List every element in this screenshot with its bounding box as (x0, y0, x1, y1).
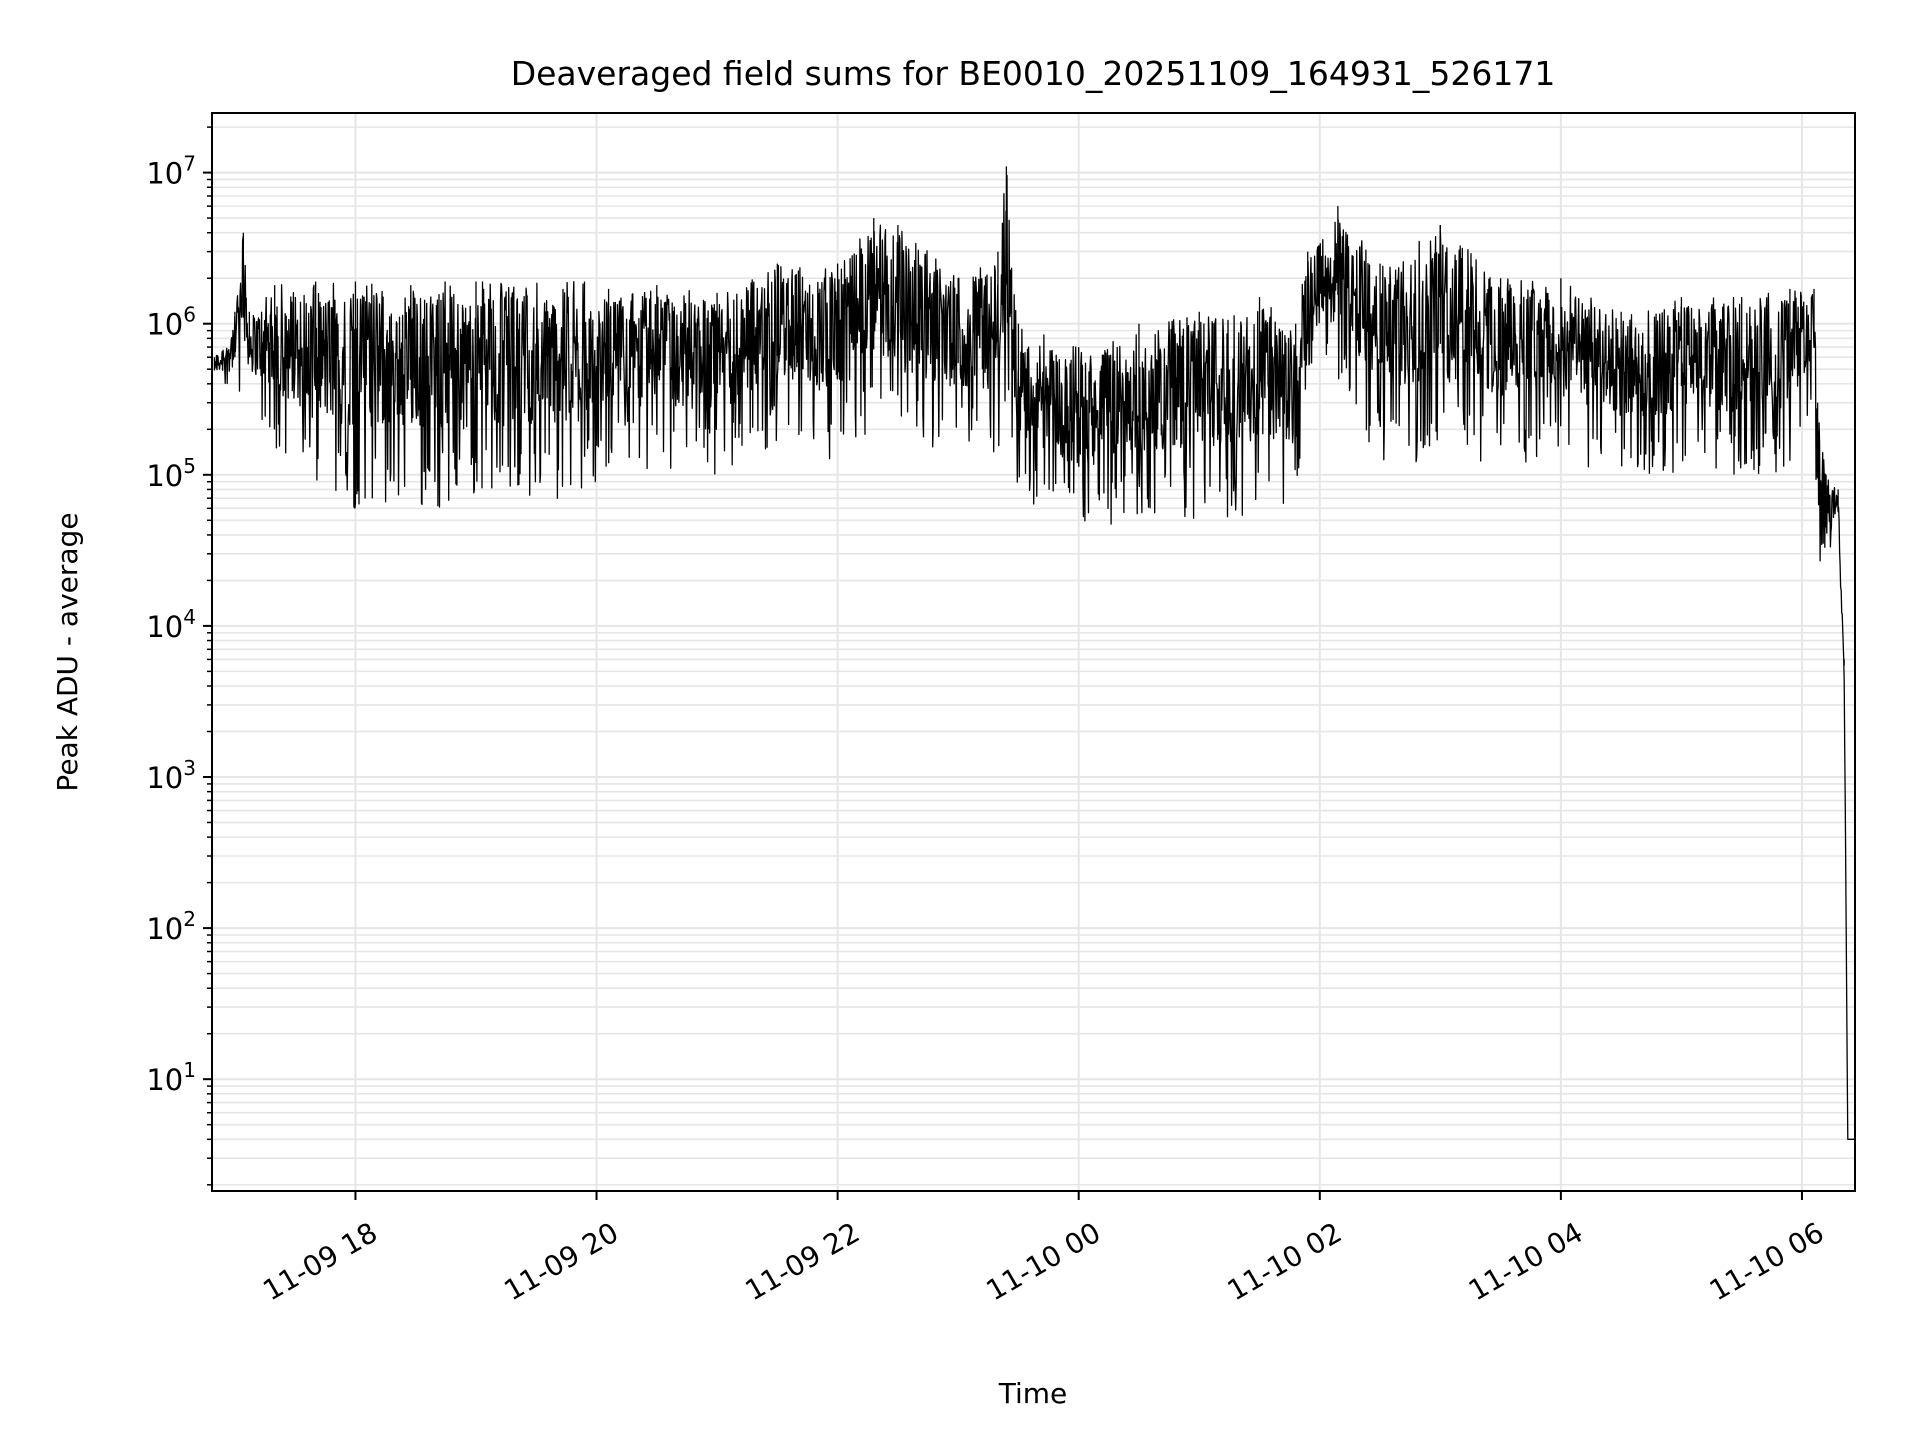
series-line (213, 166, 1856, 1140)
y-tick-base: 10 (146, 761, 183, 795)
y-tick-exponent: 1 (183, 1058, 196, 1082)
x-tick-label: 11-10 02 (1222, 1216, 1348, 1308)
y-tick-label: 105 (146, 454, 196, 493)
grid-lines (212, 113, 1855, 1191)
x-axis-label: Time (998, 1377, 1068, 1410)
x-tick-label: 11-09 22 (740, 1216, 866, 1308)
chart-title: Deaveraged field sums for BE0010_2025110… (511, 54, 1556, 93)
y-axis-label: Peak ADU - average (51, 512, 84, 791)
y-tick-label: 102 (146, 907, 196, 946)
y-tick-exponent: 7 (183, 152, 196, 176)
y-tick-exponent: 6 (183, 303, 196, 327)
y-tick-base: 10 (146, 1063, 183, 1097)
y-tick-label: 104 (146, 605, 196, 644)
y-tick-label: 106 (146, 303, 196, 342)
x-tick-label: 11-09 20 (499, 1216, 625, 1308)
y-tick-base: 10 (146, 308, 183, 342)
x-tick-label: 11-10 04 (1463, 1216, 1589, 1308)
y-tick-base: 10 (146, 459, 183, 493)
x-tick-label: 11-10 00 (981, 1216, 1107, 1308)
y-tick-exponent: 4 (183, 605, 196, 629)
y-tick-label: 103 (146, 756, 196, 795)
axes-frame (211, 112, 1856, 1192)
y-tick-base: 10 (146, 610, 183, 644)
x-tick-label: 11-10 06 (1704, 1216, 1830, 1308)
y-tick-base: 10 (146, 912, 183, 946)
x-axis: 11-09 18 11-09 20 11-09 22 11-10 00 11-10 02… (257, 1191, 1829, 1307)
y-tick-exponent: 5 (183, 454, 196, 478)
y-tick-exponent: 2 (183, 907, 196, 931)
x-tick-label: 11-09 18 (257, 1216, 383, 1308)
y-tick-base: 10 (146, 157, 183, 191)
y-tick-label: 101 (146, 1058, 196, 1097)
y-tick-label: 107 (146, 152, 196, 191)
y-tick-exponent: 3 (183, 756, 196, 780)
data-line (213, 174, 1856, 1140)
